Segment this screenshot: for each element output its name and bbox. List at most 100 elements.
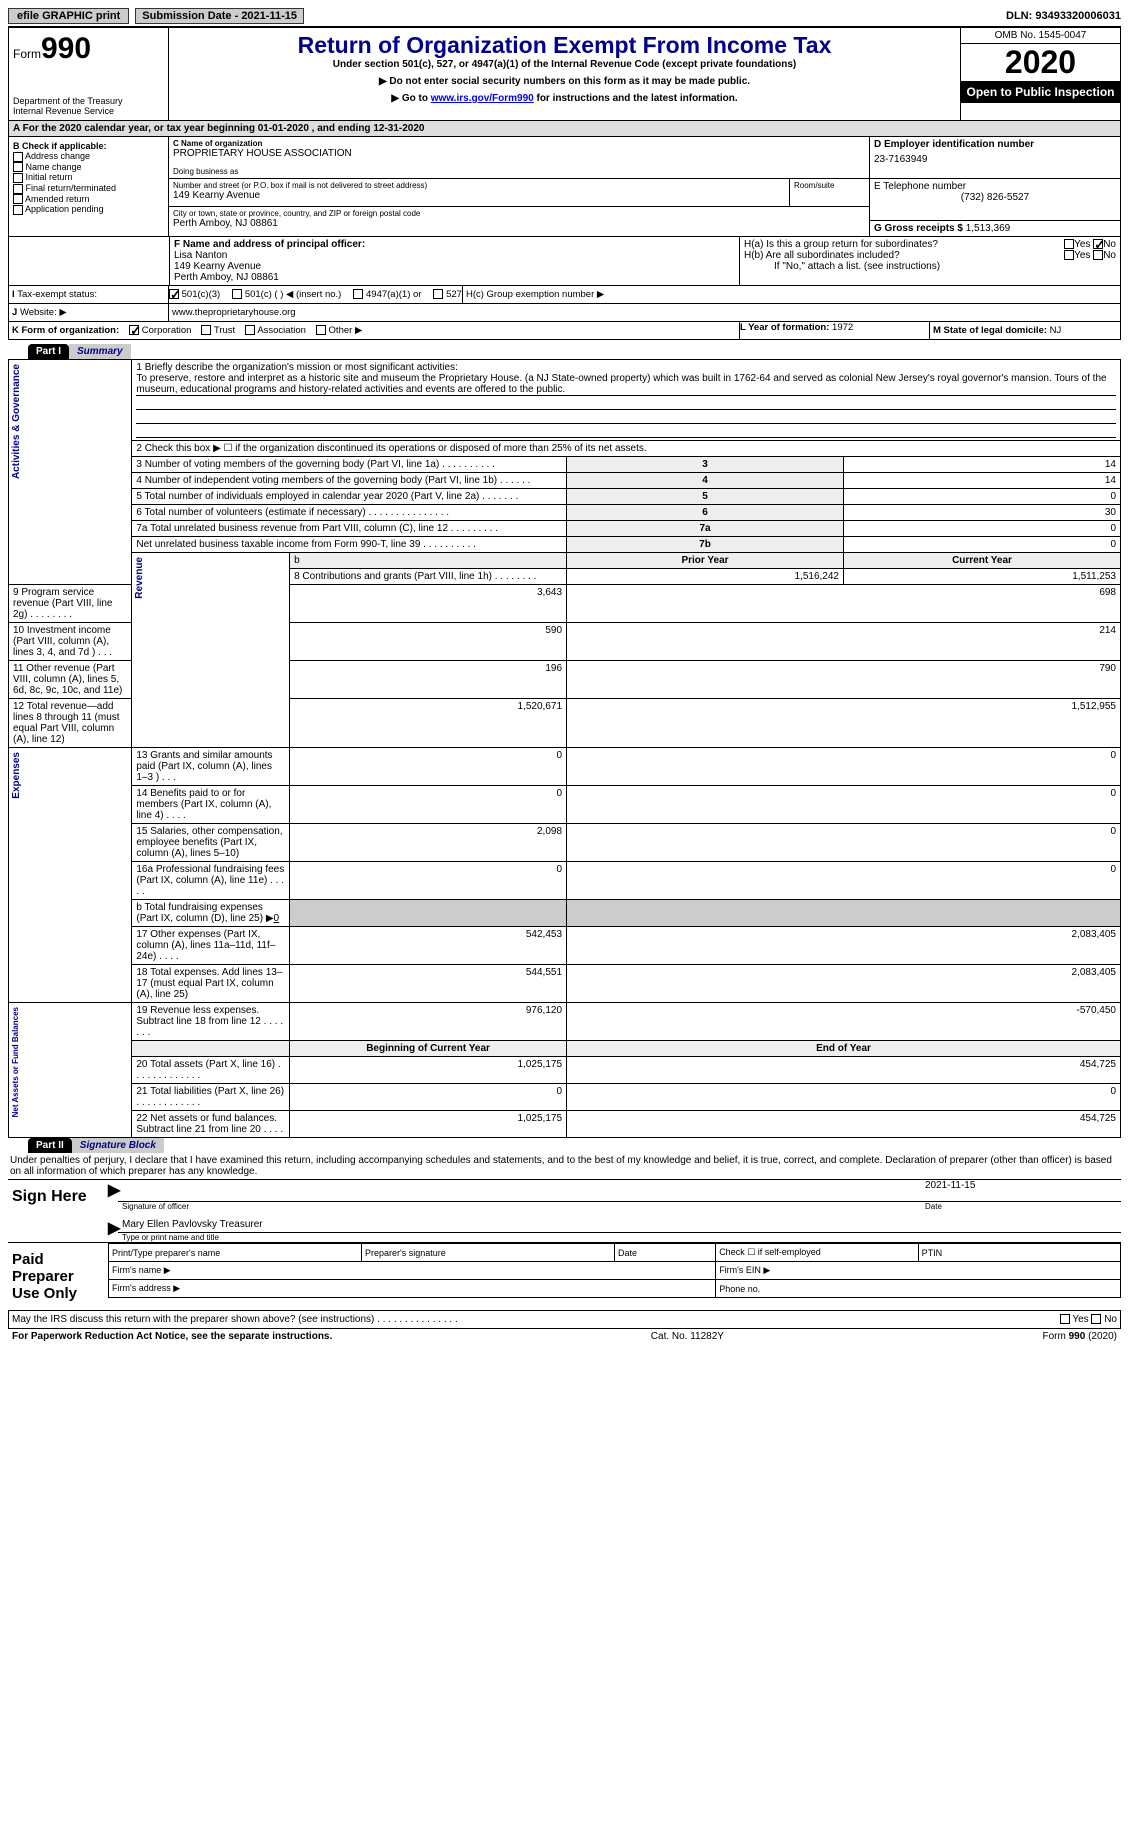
part1-hdr: Part I	[28, 344, 69, 359]
l3: 3 Number of voting members of the govern…	[132, 457, 567, 473]
off-addr1: 149 Kearny Avenue	[174, 261, 735, 272]
tax-year: 2020	[961, 44, 1120, 81]
cb-name[interactable]	[13, 162, 23, 172]
org-name: PROPRIETARY HOUSE ASSOCIATION	[173, 148, 865, 159]
sign-here-row: Sign Here ▶▶ Signature of officer 2021-1…	[8, 1180, 1121, 1243]
part2-hdr: Part II	[28, 1138, 72, 1153]
row-a: A For the 2020 calendar year, or tax yea…	[8, 121, 1121, 137]
l20: 20 Total assets (Part X, line 16) . . . …	[132, 1057, 290, 1084]
v6: 30	[843, 505, 1120, 521]
submission-date: Submission Date - 2021-11-15	[135, 8, 304, 24]
v3: 14	[843, 457, 1120, 473]
paid-preparer-row: Paid Preparer Use Only Print/Type prepar…	[8, 1243, 1121, 1311]
off-addr2: Perth Amboy, NJ 08861	[174, 272, 735, 283]
mission: To preserve, restore and interpret as a …	[136, 373, 1116, 396]
l10: 10 Investment income (Part VIII, column …	[9, 623, 132, 661]
part1-title: Summary	[69, 344, 131, 359]
irs: Internal Revenue Service	[13, 106, 164, 116]
row-i: I Tax-exempt status: 501(c)(3) 501(c) ( …	[8, 286, 1121, 304]
l13: 13 Grants and similar amounts paid (Part…	[132, 748, 290, 786]
l4: 4 Number of independent voting members o…	[132, 473, 567, 489]
hb-yes[interactable]	[1064, 250, 1074, 260]
year-form: 1972	[832, 322, 853, 333]
side-netassets: Net Assets or Fund Balances	[9, 1003, 22, 1121]
open-public: Open to Public Inspection	[961, 81, 1120, 103]
ha: H(a) Is this a group return for subordin…	[744, 239, 1064, 250]
footer: For Paperwork Reduction Act Notice, see …	[8, 1329, 1121, 1344]
ha-no[interactable]	[1093, 239, 1103, 249]
l7a: 7a Total unrelated business revenue from…	[132, 521, 567, 537]
state: NJ	[1050, 325, 1062, 336]
sign-here: Sign Here	[8, 1180, 108, 1242]
cb-501c[interactable]	[232, 289, 242, 299]
l11: 11 Other revenue (Part VIII, column (A),…	[9, 661, 132, 699]
sig-date: 2021-11-15	[921, 1180, 1121, 1202]
room-lbl: Room/suite	[794, 181, 865, 190]
l6: 6 Total number of volunteers (estimate i…	[132, 505, 567, 521]
cb-501c3[interactable]	[169, 289, 179, 299]
l15: 15 Salaries, other compensation, employe…	[132, 824, 290, 862]
irs-link[interactable]: www.irs.gov/Form990	[431, 93, 534, 104]
l17: 17 Other expenses (Part IX, column (A), …	[132, 927, 290, 965]
block-f-h: F Name and address of principal officer:…	[8, 237, 1121, 286]
dept: Department of the Treasury	[13, 96, 164, 106]
v7a: 0	[843, 521, 1120, 537]
v7b: 0	[843, 537, 1120, 553]
g-lbl: G Gross receipts $	[874, 223, 963, 234]
part2-title: Signature Block	[72, 1138, 164, 1153]
l5: 5 Total number of individuals employed i…	[132, 489, 567, 505]
cb-assoc[interactable]	[245, 325, 255, 335]
l8: 8 Contributions and grants (Part VIII, l…	[290, 569, 567, 585]
c-name-lbl: C Name of organization	[173, 139, 865, 148]
hc: H(c) Group exemption number ▶	[463, 286, 1120, 303]
dba-lbl: Doing business as	[173, 167, 865, 176]
city: Perth Amboy, NJ 08861	[173, 218, 865, 229]
row-k: K Form of organization: Corporation Trus…	[8, 322, 1121, 340]
city-lbl: City or town, state or province, country…	[173, 209, 865, 218]
d-lbl: D Employer identification number	[874, 139, 1116, 150]
ha-yes[interactable]	[1064, 239, 1074, 249]
cb-init[interactable]	[13, 173, 23, 183]
cb-final[interactable]	[13, 184, 23, 194]
discuss-row: May the IRS discuss this return with the…	[8, 1311, 1121, 1329]
cb-app[interactable]	[13, 205, 23, 215]
form-990: 990	[41, 32, 91, 65]
cb-4947[interactable]	[353, 289, 363, 299]
discuss-no[interactable]	[1091, 1314, 1101, 1324]
phone: (732) 826-5527	[874, 192, 1116, 203]
officer-name: Mary Ellen Pavlovsky Treasurer	[118, 1211, 1121, 1233]
side-revenue: Revenue	[132, 553, 147, 603]
l19: 19 Revenue less expenses. Subtract line …	[132, 1003, 290, 1041]
cb-amend[interactable]	[13, 194, 23, 204]
omb: OMB No. 1545-0047	[961, 28, 1120, 44]
cb-corp[interactable]	[129, 325, 139, 335]
summary-table: Activities & Governance 1 Briefly descri…	[8, 359, 1121, 1138]
l16b: b Total fundraising expenses (Part IX, c…	[132, 900, 290, 927]
efile-label: efile GRAPHIC print	[8, 8, 129, 24]
cy: Current Year	[843, 553, 1120, 569]
l9: 9 Program service revenue (Part VIII, li…	[9, 585, 132, 623]
cb-other[interactable]	[316, 325, 326, 335]
l2: 2 Check this box ▶ ☐ if the organization…	[132, 441, 1121, 457]
l12: 12 Total revenue—add lines 8 through 11 …	[9, 699, 132, 748]
v4: 14	[843, 473, 1120, 489]
gross: 1,513,369	[966, 223, 1011, 234]
paperwork: For Paperwork Reduction Act Notice, see …	[12, 1331, 332, 1342]
h-note: If "No," attach a list. (see instruction…	[744, 261, 1116, 272]
block-b-through-g: B Check if applicable: Address change Na…	[8, 137, 1121, 237]
row-j: J Website: ▶ www.theproprietaryhouse.org	[8, 304, 1121, 322]
sub3: ▶ Go to www.irs.gov/Form990 for instruct…	[173, 93, 956, 104]
form-word: Form	[13, 47, 41, 61]
cb-trust[interactable]	[201, 325, 211, 335]
l18: 18 Total expenses. Add lines 13–17 (must…	[132, 965, 290, 1003]
website: www.theproprietaryhouse.org	[169, 304, 1120, 321]
top-bar: efile GRAPHIC print Submission Date - 20…	[8, 8, 1121, 28]
discuss-yes[interactable]	[1060, 1314, 1070, 1324]
sub1: Under section 501(c), 527, or 4947(a)(1)…	[173, 59, 956, 70]
dln: DLN: 93493320006031	[1006, 10, 1121, 22]
l21: 21 Total liabilities (Part X, line 26) .…	[132, 1084, 290, 1111]
l22: 22 Net assets or fund balances. Subtract…	[132, 1111, 290, 1138]
side-expenses: Expenses	[9, 748, 24, 803]
cb-addr[interactable]	[13, 152, 23, 162]
cb-527[interactable]	[433, 289, 443, 299]
